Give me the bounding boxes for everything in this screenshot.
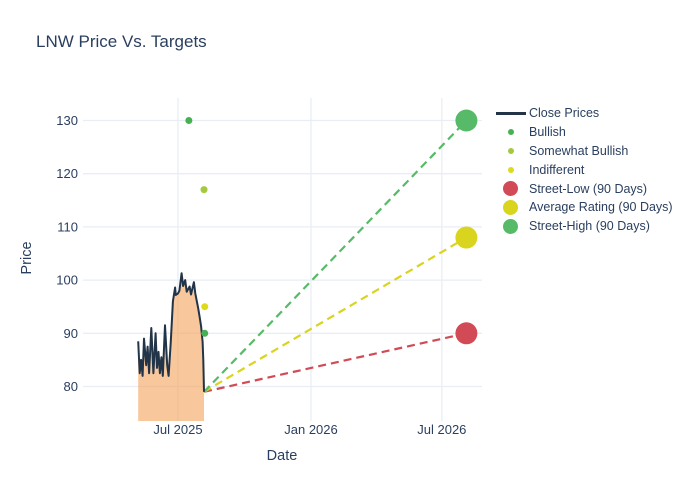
projection-line-street_high [203,119,468,393]
rating-dot-somewhat-bullish [200,186,208,194]
legend-dot-swatch [494,147,527,154]
chart-title: LNW Price Vs. Targets [36,32,207,51]
legend-dot-swatch [494,181,527,197]
legend-label: Indifferent [529,162,585,177]
legend-dot-swatch [494,218,527,234]
legend-item-somewhat-bullish[interactable]: Somewhat Bullish [494,142,673,161]
swatch-indifferent-icon [507,166,514,173]
rating-dot-indifferent [201,303,209,311]
legend-label: Street-High (90 Days) [529,219,650,234]
target-marker-average_rating [455,226,478,249]
target-marker-street_low [455,322,478,345]
close-prices-line [137,272,205,392]
y-axis-title: Price [19,241,35,275]
swatch-bullish-icon [507,129,514,136]
y-tick-label: 100 [56,273,78,288]
swatch-close_line-icon [495,112,526,115]
legend-item-close-prices[interactable]: Close Prices [494,104,673,123]
x-tick-label: Jul 2025 [153,422,202,437]
swatch-somewhat_bullish-icon [507,147,514,154]
legend-label: Bullish [529,125,566,140]
legend-item-street-low-90-days-[interactable]: Street-Low (90 Days) [494,179,673,198]
legend-dot-swatch [494,129,527,136]
x-tick-label: Jul 2026 [417,422,466,437]
projection-line-street_low [203,332,467,393]
legend-item-indifferent[interactable]: Indifferent [494,160,673,179]
swatch-average_rating-icon [503,199,518,215]
rating-dot-bullish [201,329,209,337]
swatch-street_high-icon [503,218,518,234]
legend-label: Average Rating (90 Days) [529,200,673,215]
legend-item-bullish[interactable]: Bullish [494,123,673,142]
projection-line-average_rating [203,236,467,393]
legend-dot-swatch [494,166,527,173]
y-tick-label: 120 [56,166,78,181]
rating-dot-bullish [185,117,193,124]
legend-label: Street-Low (90 Days) [529,181,648,196]
y-tick-label: 110 [57,219,78,234]
legend: Close Prices Bullish Somewhat Bullish Indif… [494,104,673,236]
y-tick-label: 130 [56,113,78,128]
legend-item-average-rating-90-days-[interactable]: Average Rating (90 Days) [494,198,673,217]
legend-line-swatch [494,112,527,115]
target-marker-street_high [455,109,478,132]
legend-dot-swatch [494,199,527,215]
x-tick-label: Jan 2026 [284,422,338,437]
y-tick-label: 90 [64,326,78,341]
swatch-street_low-icon [503,181,518,197]
x-axis-title: Date [266,448,298,464]
legend-label: Close Prices [529,106,600,121]
legend-label: Somewhat Bullish [529,143,629,158]
y-tick-label: 80 [64,379,78,394]
legend-item-street-high-90-days-[interactable]: Street-High (90 Days) [494,217,673,236]
